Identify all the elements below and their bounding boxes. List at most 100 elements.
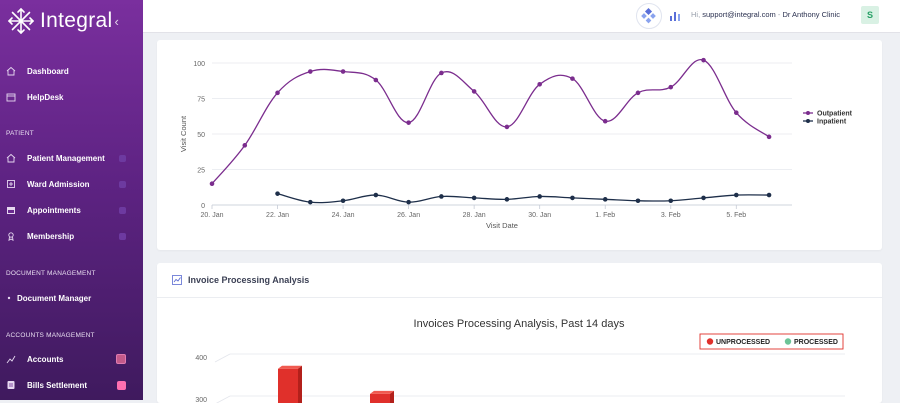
data-point <box>242 143 248 148</box>
sidebar: Integral ‹ Dashboard HelpDesk PATIENT Pa… <box>0 0 143 400</box>
apps-button[interactable] <box>636 3 662 29</box>
data-point <box>275 90 280 96</box>
x-tick-label: 5. Feb <box>726 212 746 219</box>
dot-icon <box>5 296 13 300</box>
data-point <box>537 82 542 87</box>
bar-top <box>278 365 302 369</box>
y-tick-label: 50 <box>197 132 205 139</box>
home-icon <box>5 153 17 163</box>
series-line-outpatient <box>211 59 770 185</box>
sidebar-item-patient-management[interactable]: Patient Management <box>0 149 143 167</box>
avatar[interactable]: S <box>861 6 879 24</box>
sidebar-item-ward-admission[interactable]: Ward Admission <box>0 175 143 193</box>
sidebar-item-label: Dashboard <box>27 66 69 76</box>
legend-marker <box>706 338 714 345</box>
data-point <box>766 134 772 140</box>
ward-icon <box>5 179 17 189</box>
legend-box <box>699 333 844 350</box>
header-icons <box>636 3 696 29</box>
chevron-left-icon[interactable]: ‹ <box>114 13 119 29</box>
calendar-icon <box>5 205 17 215</box>
data-point <box>602 197 608 202</box>
data-point <box>701 195 706 201</box>
y-tick-label: 400 <box>195 355 207 362</box>
legend-label: Outpatient <box>817 111 853 118</box>
section-label-document: DOCUMENT MANAGEMENT <box>6 270 96 277</box>
data-point <box>504 197 510 202</box>
sidebar-item-bills-settlement[interactable]: Bills Settlement <box>0 376 143 394</box>
data-point <box>733 192 739 198</box>
sidebar-item-label: Ward Admission <box>27 179 90 189</box>
data-point <box>602 118 608 124</box>
data-point <box>209 181 215 186</box>
data-point <box>373 77 379 83</box>
legend-label: Inpatient <box>817 119 847 126</box>
invoice-chart: Invoices Processing Analysis, Past 14 da… <box>195 318 845 403</box>
data-point <box>537 194 542 199</box>
sidebar-item-document-manager[interactable]: Document Manager <box>0 289 143 307</box>
data-point <box>308 69 313 74</box>
x-axis-title: Visit Date <box>486 221 518 230</box>
data-point <box>406 120 411 125</box>
data-point <box>504 124 510 130</box>
data-point <box>275 191 280 196</box>
sidebar-item-label: Accounts <box>27 354 64 364</box>
user-info[interactable]: Hi, support@integral.com - Dr Anthony Cl… <box>691 10 840 19</box>
sidebar-item-label: HelpDesk <box>27 92 64 102</box>
data-point <box>766 192 772 198</box>
bar-top <box>370 390 394 394</box>
data-point <box>406 199 411 205</box>
data-point <box>635 198 641 204</box>
data-point <box>733 110 739 115</box>
data-point <box>373 192 379 198</box>
clinic-name: Dr Anthony Clinic <box>782 10 840 19</box>
invoice-card: Invoice Processing Analysis Invoices Pro… <box>157 263 882 403</box>
x-tick-label: 28. Jan <box>463 212 486 219</box>
legend-label: PROCESSED <box>794 339 838 346</box>
data-point <box>471 89 477 94</box>
separator: - <box>777 10 781 19</box>
sidebar-item-label: Bills Settlement <box>27 380 88 390</box>
bar-chart-icon[interactable] <box>669 10 681 22</box>
sidebar-item-dashboard[interactable]: Dashboard <box>0 62 143 80</box>
sidebar-item-label: Document Manager <box>17 293 92 303</box>
count-badge <box>119 180 126 188</box>
logo-icon <box>7 7 35 35</box>
x-tick-label: 26. Jan <box>397 212 420 219</box>
data-point <box>701 57 706 63</box>
y-tick-label: 100 <box>193 61 205 68</box>
count-badge <box>119 206 126 214</box>
chart-icon <box>5 354 17 364</box>
visit-chart-card: 0 25 50 75 100 20. Jan 22. Jan 24. Jan 26. Jan 28… <box>157 40 882 250</box>
data-point <box>570 76 575 81</box>
data-point <box>439 70 444 76</box>
legend-marker <box>806 111 810 115</box>
sidebar-item-label: Membership <box>27 231 75 241</box>
data-point <box>570 195 575 201</box>
count-badge <box>119 154 126 162</box>
x-tick-label: 1. Feb <box>595 212 615 219</box>
data-point <box>439 194 444 199</box>
data-point <box>668 198 674 204</box>
y-axis-title: Visit Count <box>179 115 188 152</box>
sidebar-item-accounts[interactable]: Accounts <box>0 350 143 368</box>
gridline-3d <box>214 353 231 363</box>
apps-icon <box>641 7 656 24</box>
bar <box>370 393 390 403</box>
section-label-accounts: ACCOUNTS MANAGEMENT <box>6 332 95 339</box>
sidebar-item-helpdesk[interactable]: HelpDesk <box>0 88 143 106</box>
y-tick-label: 25 <box>197 168 205 175</box>
visit-chart: 0 25 50 75 100 20. Jan 22. Jan 24. Jan 26. Jan 28… <box>179 57 853 230</box>
data-point <box>635 90 641 96</box>
y-tick-label: 300 <box>195 397 207 403</box>
brand[interactable]: Integral ‹ <box>6 4 119 38</box>
sidebar-item-label: Appointments <box>27 205 81 215</box>
sidebar-item-appointments[interactable]: Appointments <box>0 201 143 219</box>
invoice-card-title: Invoice Processing Analysis <box>188 275 310 285</box>
home-icon <box>5 66 17 76</box>
data-point <box>308 199 313 205</box>
invoice-chart-title: Invoices Processing Analysis, Past 14 da… <box>414 318 625 330</box>
x-tick-label: 30. Jan <box>528 212 551 219</box>
sidebar-item-membership[interactable]: Membership <box>0 227 143 245</box>
x-tick-label: 24. Jan <box>332 212 355 219</box>
